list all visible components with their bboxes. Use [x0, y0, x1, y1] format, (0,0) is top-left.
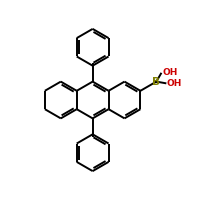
- Text: OH: OH: [167, 79, 182, 88]
- Text: B: B: [152, 77, 160, 87]
- Text: OH: OH: [162, 68, 178, 77]
